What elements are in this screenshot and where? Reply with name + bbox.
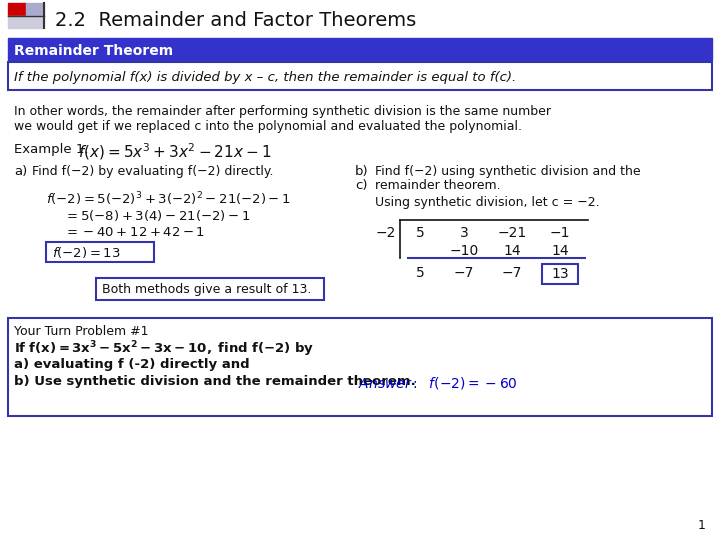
Bar [8, 3, 26, 16]
Text: −1: −1 [550, 226, 570, 240]
Text: −7: −7 [502, 266, 522, 280]
FancyBboxPatch shape [8, 318, 712, 416]
Text: remainder theorem.: remainder theorem. [375, 179, 500, 192]
Text: b): b) [355, 165, 369, 178]
Text: −7: −7 [454, 266, 474, 280]
Text: 5: 5 [415, 226, 424, 240]
Text: b) Use synthetic division and the remainder theorem.: b) Use synthetic division and the remain… [14, 375, 415, 388]
Text: If the polynomial f(x) is divided by x – c, then the remainder is equal to f(c).: If the polynomial f(x) is divided by x –… [14, 71, 516, 84]
Text: −21: −21 [498, 226, 526, 240]
Text: $f(-2) = 5(-2)^3 + 3(-2)^2 - 21(-2) - 1$: $f(-2) = 5(-2)^3 + 3(-2)^2 - 21(-2) - 1$ [46, 190, 291, 207]
Text: Both methods give a result of 13.: Both methods give a result of 13. [102, 282, 311, 295]
Bar [8, 16, 44, 28]
Text: Example 1.: Example 1. [14, 143, 89, 156]
Text: 1: 1 [698, 519, 706, 532]
Text: a): a) [14, 165, 27, 178]
Text: $f(x) = 5x^3 + 3x^2 - 21x - 1$: $f(x) = 5x^3 + 3x^2 - 21x - 1$ [78, 141, 271, 161]
Text: $= 5(-8) + 3(4) - 21(-2) - 1$: $= 5(-8) + 3(4) - 21(-2) - 1$ [64, 208, 251, 223]
FancyBboxPatch shape [46, 242, 154, 262]
Text: 14: 14 [503, 244, 521, 258]
Text: 3: 3 [459, 226, 469, 240]
Text: Find f(−2) using synthetic division and the: Find f(−2) using synthetic division and … [375, 165, 641, 178]
Text: −10: −10 [449, 244, 479, 258]
Text: 13: 13 [552, 267, 569, 281]
Text: Your Turn Problem #1: Your Turn Problem #1 [14, 325, 148, 338]
Text: $Answer:\ \ f(-2) = -60$: $Answer:\ \ f(-2) = -60$ [358, 375, 518, 391]
Text: a) evaluating f (-2) directly and: a) evaluating f (-2) directly and [14, 358, 250, 371]
Text: $= -40 + 12 + 42 - 1$: $= -40 + 12 + 42 - 1$ [64, 226, 205, 239]
Text: Remainder Theorem: Remainder Theorem [14, 44, 173, 58]
Text: $f(-2) = 13$: $f(-2) = 13$ [52, 245, 121, 260]
Text: Using synthetic division, let c = −2.: Using synthetic division, let c = −2. [375, 196, 600, 209]
Text: Find f(−2) by evaluating f(−2) directly.: Find f(−2) by evaluating f(−2) directly. [32, 165, 274, 178]
FancyBboxPatch shape [542, 264, 578, 284]
Bar [26, 3, 44, 16]
Text: −2: −2 [376, 226, 396, 240]
Text: 14: 14 [552, 244, 569, 258]
Text: we would get if we replaced c into the polynomial and evaluated the polynomial.: we would get if we replaced c into the p… [14, 120, 522, 133]
Text: c): c) [355, 179, 367, 192]
Bar [8, 38, 712, 60]
Text: 2.2  Remainder and Factor Theorems: 2.2 Remainder and Factor Theorems [55, 10, 416, 30]
Text: 5: 5 [415, 266, 424, 280]
Text: $\mathbf{If\ f(x) = 3x^3 - 5x^2 - 3x - 10,\ find\ f(-2)\ by}$: $\mathbf{If\ f(x) = 3x^3 - 5x^2 - 3x - 1… [14, 339, 314, 359]
FancyBboxPatch shape [96, 278, 324, 300]
FancyBboxPatch shape [8, 62, 712, 90]
Text: In other words, the remainder after performing synthetic division is the same nu: In other words, the remainder after perf… [14, 105, 551, 118]
